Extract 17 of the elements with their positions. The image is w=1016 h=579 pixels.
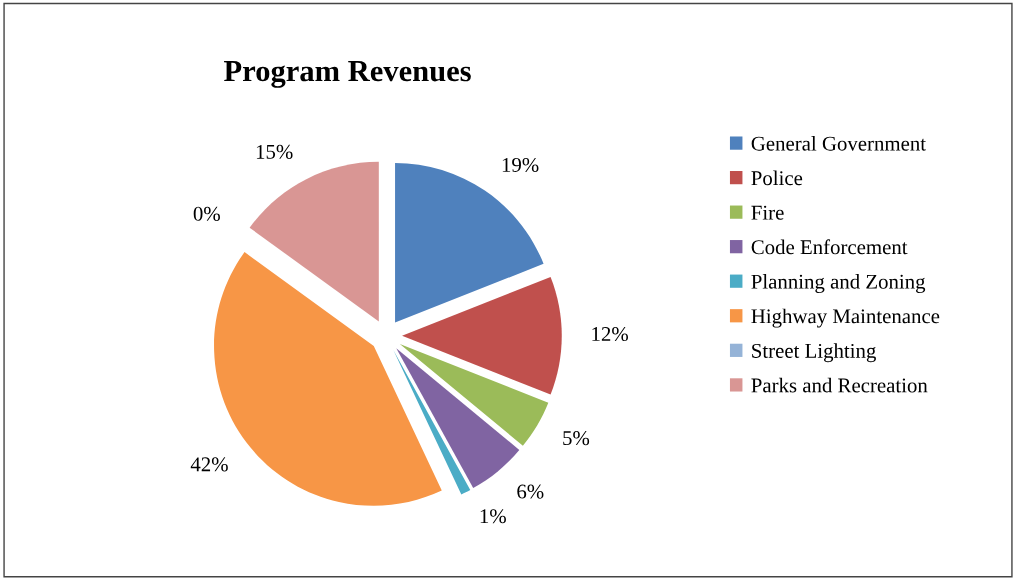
data-label: 19% <box>502 157 539 173</box>
data-label: 5% <box>563 431 590 446</box>
data-label: 12% <box>592 326 628 342</box>
legend-label: Code Enforcement <box>751 239 908 255</box>
data-label: 6% <box>517 484 544 499</box>
data-label: 1% <box>480 509 506 524</box>
legend-label: Fire <box>751 205 784 220</box>
legend-label: Planning and Zoning <box>751 274 926 294</box>
chart-title: Program Revenues <box>224 61 471 88</box>
data-label: 42% <box>190 457 228 472</box>
legend-label: Street Lighting <box>752 343 876 363</box>
legend-label: Police <box>751 170 803 186</box>
legend-label: Highway Maintenance <box>751 308 940 328</box>
legend-label: General Government <box>751 135 926 151</box>
data-label: 15% <box>256 144 293 159</box>
legend-label: Parks and Recreation <box>751 377 928 393</box>
text: 0% <box>193 206 220 221</box>
